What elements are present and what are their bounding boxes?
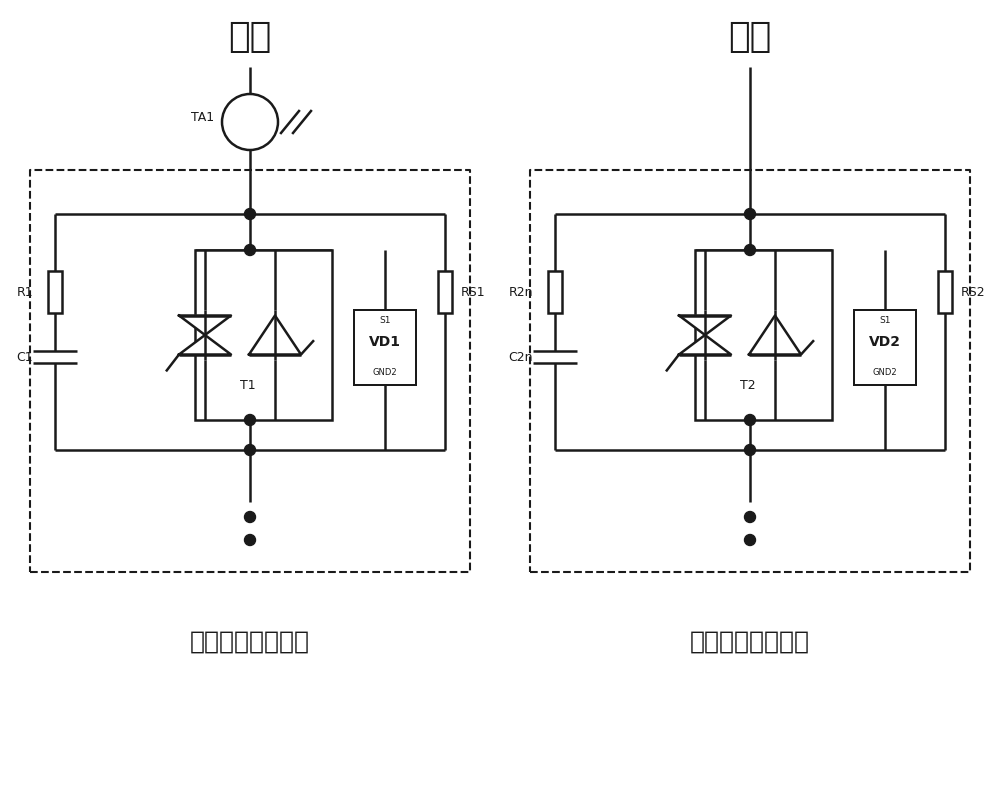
Text: VD2: VD2 [869,335,901,349]
Bar [938,271,952,313]
Polygon shape [749,315,801,355]
Text: T2: T2 [740,379,756,391]
Text: S1: S1 [379,315,391,325]
Circle shape [245,444,256,455]
Circle shape [245,245,256,256]
Circle shape [744,245,756,256]
Circle shape [744,535,756,546]
Bar [48,271,62,313]
Text: RS1: RS1 [461,285,486,299]
Circle shape [744,512,756,523]
Text: VD1: VD1 [369,335,401,349]
Text: GND2: GND2 [373,368,397,377]
Bar [548,271,562,313]
Text: 进线: 进线 [228,20,272,54]
Text: C2n: C2n [509,351,533,364]
Circle shape [744,444,756,455]
Bar [354,310,416,384]
Circle shape [245,208,256,219]
Circle shape [245,414,256,425]
Text: GND2: GND2 [873,368,897,377]
Text: 第一电压检测模块: 第一电压检测模块 [190,630,310,654]
Text: 第二电压检测模块: 第二电压检测模块 [690,630,810,654]
Text: R2n: R2n [509,285,533,299]
Circle shape [245,535,256,546]
Bar [695,250,832,420]
Text: 出线: 出线 [728,20,772,54]
Text: T1: T1 [240,379,256,391]
Polygon shape [679,335,731,355]
Polygon shape [179,315,231,335]
Bar [438,271,452,313]
Text: RS2: RS2 [961,285,986,299]
Text: TA1: TA1 [191,111,214,124]
Polygon shape [679,315,731,335]
Text: R1: R1 [16,285,33,299]
Polygon shape [249,315,301,355]
Text: S1: S1 [879,315,891,325]
Circle shape [744,208,756,219]
Circle shape [245,512,256,523]
Circle shape [744,414,756,425]
Bar [854,310,916,384]
Polygon shape [179,335,231,355]
Text: C1: C1 [16,351,33,364]
Bar [195,250,332,420]
